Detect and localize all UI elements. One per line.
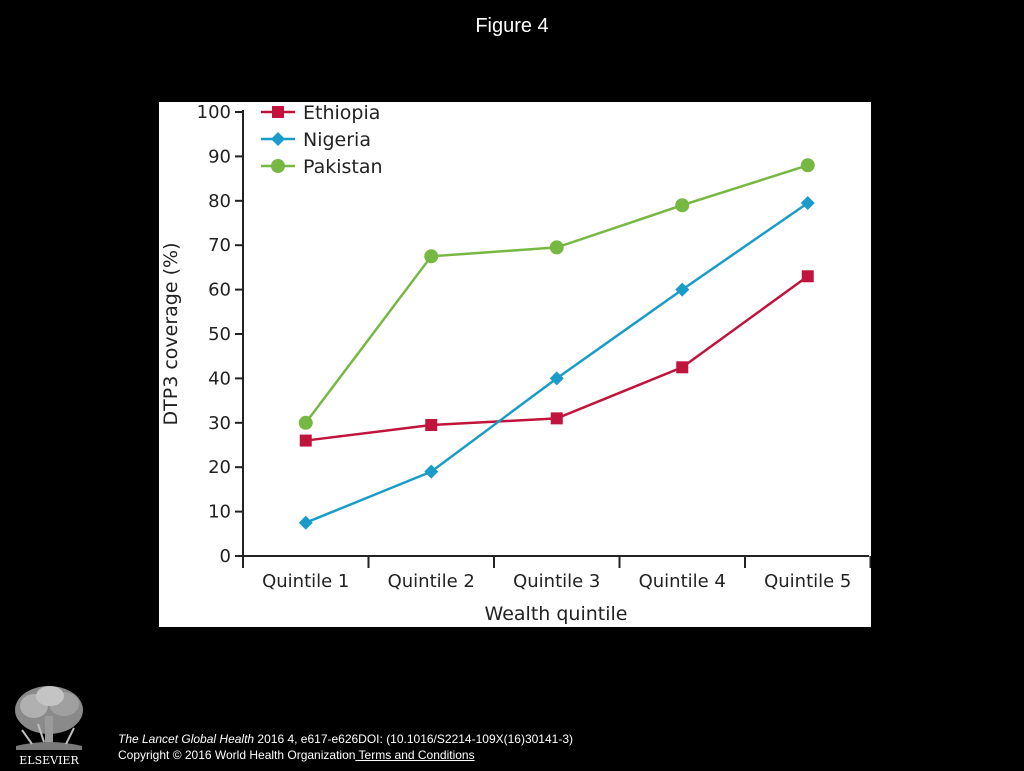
legend-label-pakistan: Pakistan bbox=[303, 156, 383, 178]
y-tick-label: 80 bbox=[208, 191, 231, 212]
citation-line: The Lancet Global Health 2016 4, e617-e6… bbox=[118, 731, 573, 747]
data-point-nigeria bbox=[800, 196, 815, 211]
data-point-ethiopia bbox=[299, 434, 312, 447]
legend-marker-pakistan bbox=[271, 159, 285, 173]
data-point-ethiopia bbox=[550, 412, 563, 425]
legend-marker-nigeria bbox=[271, 132, 285, 146]
citation-text: 2016 4, e617-e626DOI: (10.1016/S2214-109… bbox=[254, 732, 573, 746]
chart-panel: 0 10 20 30 40 50 60 70 80 90 100 Quintile 1 Quintile… bbox=[159, 102, 871, 627]
data-point-ethiopia bbox=[801, 270, 814, 283]
data-point-nigeria bbox=[424, 464, 439, 479]
y-tick-label: 70 bbox=[208, 235, 231, 256]
logo-wordmark: ELSEVIER bbox=[19, 754, 79, 766]
x-tick-label: Quintile 5 bbox=[764, 571, 851, 592]
legend-label-nigeria: Nigeria bbox=[303, 129, 371, 151]
y-tick-label: 10 bbox=[208, 502, 231, 523]
elsevier-logo: ELSEVIER bbox=[8, 680, 90, 767]
y-tick-label: 100 bbox=[197, 102, 231, 123]
y-tick-label: 50 bbox=[208, 324, 231, 345]
data-point-ethiopia bbox=[676, 361, 689, 374]
x-axis-title: Wealth quintile bbox=[485, 603, 628, 625]
copyright-text: Copyright © 2016 World Health Organizati… bbox=[118, 748, 356, 762]
x-tick-label: Quintile 1 bbox=[262, 571, 349, 592]
data-point-pakistan bbox=[298, 415, 313, 430]
y-tick-label: 90 bbox=[208, 146, 231, 167]
citation-block: The Lancet Global Health 2016 4, e617-e6… bbox=[118, 731, 573, 763]
x-tick-label: Quintile 4 bbox=[639, 571, 726, 592]
journal-name: The Lancet Global Health bbox=[118, 732, 255, 746]
y-tick-label: 30 bbox=[208, 413, 231, 434]
data-point-nigeria bbox=[298, 515, 313, 530]
y-tick-label: 0 bbox=[220, 546, 231, 567]
data-point-pakistan bbox=[800, 158, 815, 173]
copyright-line: Copyright © 2016 World Health Organizati… bbox=[118, 747, 573, 763]
data-point-ethiopia bbox=[425, 419, 438, 432]
y-axis-title: DTP3 coverage (%) bbox=[160, 243, 182, 426]
data-point-pakistan bbox=[675, 198, 690, 213]
y-tick-label: 40 bbox=[208, 368, 231, 389]
data-point-nigeria bbox=[675, 282, 690, 297]
slide-title: Figure 4 bbox=[475, 15, 549, 37]
data-point-pakistan bbox=[424, 249, 439, 264]
legend-marker-ethiopia bbox=[272, 106, 284, 118]
data-point-nigeria bbox=[549, 371, 564, 386]
terms-and-conditions-link[interactable]: Terms and Conditions bbox=[355, 748, 475, 762]
y-tick-label: 20 bbox=[208, 457, 231, 478]
tree-icon: ELSEVIER bbox=[8, 680, 90, 767]
y-tick-label: 60 bbox=[208, 280, 231, 301]
x-tick-label: Quintile 2 bbox=[388, 571, 475, 592]
x-tick-label: Quintile 3 bbox=[513, 571, 600, 592]
legend-label-ethiopia: Ethiopia bbox=[303, 102, 380, 124]
line-chart: 0 10 20 30 40 50 60 70 80 90 100 Quintile 1 Quintile… bbox=[160, 102, 871, 625]
data-point-pakistan bbox=[549, 240, 564, 255]
